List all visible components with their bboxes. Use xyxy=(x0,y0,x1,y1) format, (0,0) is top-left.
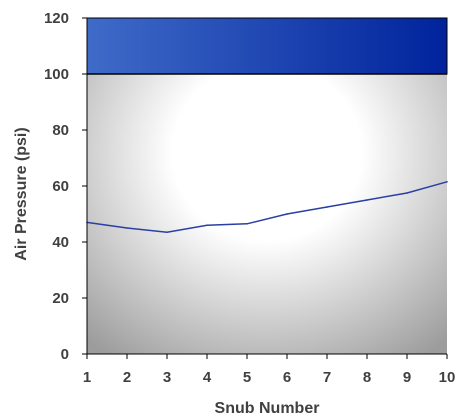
x-tick-label: 3 xyxy=(163,369,171,386)
y-tick-label: 100 xyxy=(44,66,69,83)
data-point xyxy=(166,231,168,233)
data-point xyxy=(126,227,128,229)
y-axis-title: Air Pressure (psi) xyxy=(13,127,30,260)
y-tick-label: 20 xyxy=(52,290,69,307)
y-tick-label: 80 xyxy=(52,122,69,139)
data-point xyxy=(326,206,328,208)
y-tick-label: 0 xyxy=(61,346,69,363)
y-tick-label: 120 xyxy=(44,10,69,27)
x-tick-label: 4 xyxy=(203,369,212,386)
x-tick-label: 10 xyxy=(439,369,456,386)
series-line xyxy=(86,181,448,233)
x-axis-title: Snub Number xyxy=(215,400,320,417)
x-tick-label: 8 xyxy=(363,369,371,386)
x-tick-label: 7 xyxy=(323,369,331,386)
x-tick-label: 5 xyxy=(243,369,251,386)
x-tick-label: 6 xyxy=(283,369,291,386)
data-point xyxy=(206,224,208,226)
data-point xyxy=(366,199,368,201)
x-tick-label: 2 xyxy=(123,369,131,386)
data-point xyxy=(406,192,408,194)
x-tick-label: 9 xyxy=(403,369,411,386)
pressure-band-100-120 xyxy=(86,17,448,75)
data-point xyxy=(286,213,288,215)
y-tick-label: 60 xyxy=(52,178,69,195)
y-tick-label: 40 xyxy=(52,234,69,251)
x-tick-label: 1 xyxy=(83,369,91,386)
data-point xyxy=(246,223,248,225)
data-point xyxy=(446,181,448,183)
